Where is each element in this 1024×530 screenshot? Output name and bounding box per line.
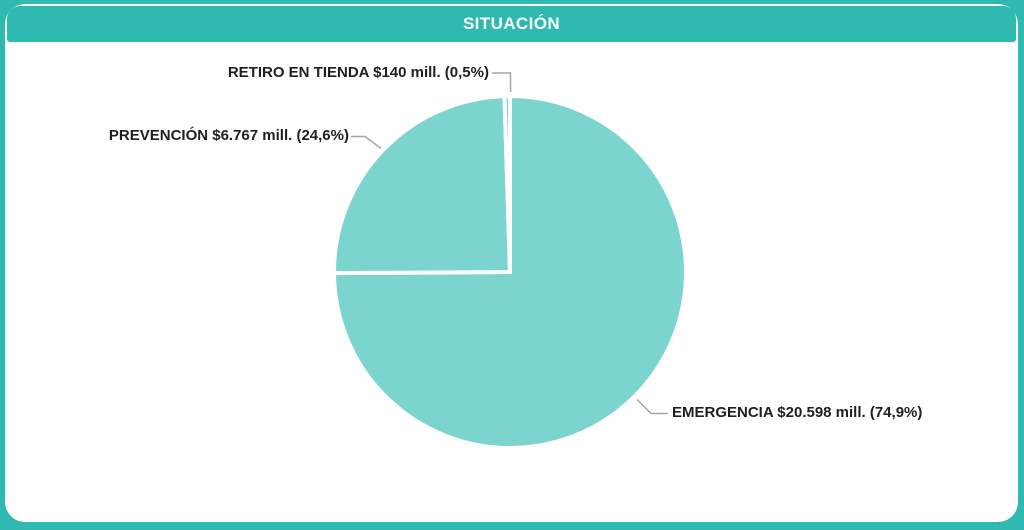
pie-callout-emergencia: EMERGENCIA $20.598 mill. (74,9%)	[672, 404, 923, 421]
pie-slice-emergencia[interactable]	[331, 93, 688, 450]
chart-title: SITUACIÓN	[462, 14, 561, 33]
leader-line-emergencia	[636, 398, 668, 415]
leader-line-retiro-en-tienda	[492, 72, 512, 92]
pie-slice-retiro-en-tienda[interactable]	[502, 93, 512, 273]
pie-callout-prevencion: PREVENCIÓN $6.767 mill. (24,6%)	[108, 127, 349, 144]
pie-callout-retiro-en-tienda: RETIRO EN TIENDA $140 mill. (0,5%)	[227, 64, 489, 81]
title-bar: SITUACIÓN	[7, 6, 1016, 42]
leader-line-prevencion	[351, 135, 382, 150]
pie-slice-prevencion[interactable]	[331, 94, 513, 276]
